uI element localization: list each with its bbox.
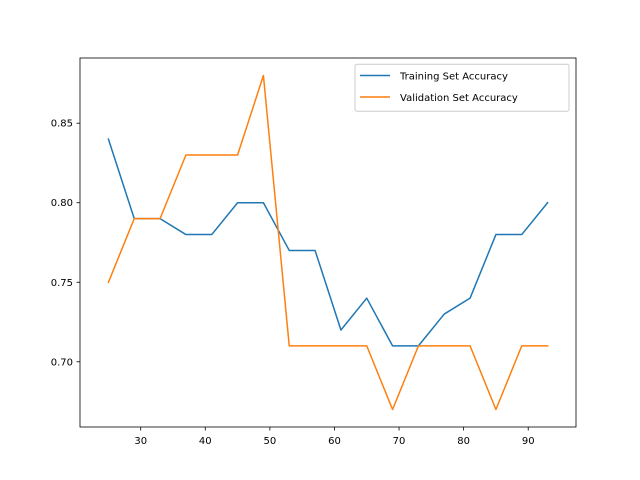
y-tick-label: 0.85: [51, 119, 73, 130]
axes-frame: [79, 57, 577, 428]
legend-frame: [354, 63, 570, 112]
x-tick-label: 40: [199, 436, 212, 447]
y-tick-label: 0.70: [51, 357, 73, 368]
series-line-validation: [107, 74, 549, 411]
x-tick-label: 70: [393, 436, 406, 447]
axes: 30 40 50 60 70 80 90 0.70 0.75 0.80 0.85: [51, 57, 577, 447]
plot-area: [107, 74, 549, 411]
x-tick-label: 90: [522, 436, 535, 447]
x-tick-label: 30: [134, 436, 147, 447]
y-tick-label: 0.80: [51, 198, 73, 209]
legend-label-validation: Validation Set Accuracy: [400, 93, 518, 104]
x-tick-label: 60: [328, 436, 341, 447]
series-line-training: [107, 138, 549, 347]
legend: Training Set Accuracy Validation Set Acc…: [354, 63, 570, 112]
x-tick-label: 80: [457, 436, 470, 447]
y-tick-label: 0.75: [51, 278, 73, 289]
x-tick-label: 50: [264, 436, 277, 447]
legend-label-training: Training Set Accuracy: [399, 72, 508, 83]
